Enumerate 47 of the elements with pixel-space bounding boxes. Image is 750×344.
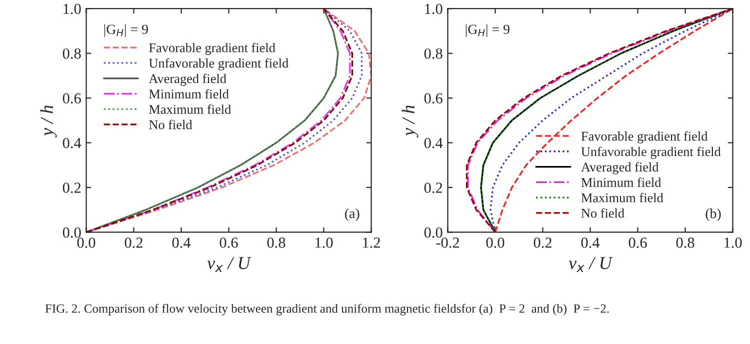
x-tick-label: 1.2 [363, 238, 380, 248]
x-axis-title: v$_{x}$ / U [568, 257, 613, 272]
y-tick-label: 0.4 [62, 138, 82, 148]
x-axis-title: v$_{x}$ / U [207, 257, 252, 272]
legend-label: Favorable gradient field [149, 42, 276, 55]
x-tick-label: 0.2 [534, 238, 552, 248]
x-tick-label: 0.4 [172, 238, 191, 248]
legend-label: Favorable gradient field [581, 131, 708, 144]
x-tick-label: 0.8 [676, 238, 694, 248]
annotation: (a) [345, 208, 360, 222]
legend-label: Averaged field [148, 74, 226, 86]
legend-label: Unfavorable gradient field [148, 58, 288, 70]
x-tick-label: 1.0 [724, 238, 742, 248]
x-tick-label: 0.6 [628, 238, 647, 248]
annotation: |G$_{H}$| = 9 [466, 24, 510, 37]
x-tick-label: 0.8 [267, 238, 286, 248]
y-tick-label: 1.0 [64, 4, 81, 14]
x-tick-label: 0.2 [124, 238, 142, 248]
y-tick-label: 1.0 [425, 4, 442, 14]
annotation: |G$_{H}$| = 9 [104, 24, 148, 37]
x-tick-label: -0.2 [436, 238, 459, 248]
y-tick-label: 0.2 [424, 182, 442, 193]
legend-label: Maximum field [581, 192, 664, 202]
y-axis-title: y / h [40, 106, 57, 138]
legend-label: Minimum field [149, 89, 229, 99]
x-tick-label: 0.0 [486, 238, 504, 248]
y-tick-label: 0.8 [62, 48, 81, 59]
y-tick-label: 0.6 [424, 93, 442, 104]
caption: FIG. 2. Comparison of flow velocity between gradient and uniform magnetic fieldsfor (a) P = 2 and (b) P = −2. [45, 304, 609, 316]
legend-label: Unfavorable gradient field [581, 146, 721, 159]
y-tick-label: 0.8 [424, 48, 442, 59]
x-tick-label: 0.0 [77, 238, 96, 248]
annotation: (b) [706, 208, 721, 222]
y-tick-label: 0.4 [424, 138, 443, 148]
y-tick-label: 0.0 [62, 227, 81, 238]
y-tick-label: 0.2 [62, 182, 81, 193]
y-tick-label: 0.6 [62, 93, 81, 104]
x-tick-label: 1.0 [316, 238, 333, 248]
legend-label: Averaged field [581, 162, 659, 174]
y-axis-title: y / h [402, 106, 418, 138]
legend-label: Minimum field [581, 178, 662, 187]
x-tick-label: 0.6 [220, 238, 238, 248]
legend-label: Maximum field [149, 104, 231, 114]
x-tick-label: 0.4 [581, 238, 600, 248]
y-tick-label: 0.0 [424, 227, 442, 238]
legend-label: No field [149, 120, 192, 130]
legend-label: No field [581, 208, 624, 218]
